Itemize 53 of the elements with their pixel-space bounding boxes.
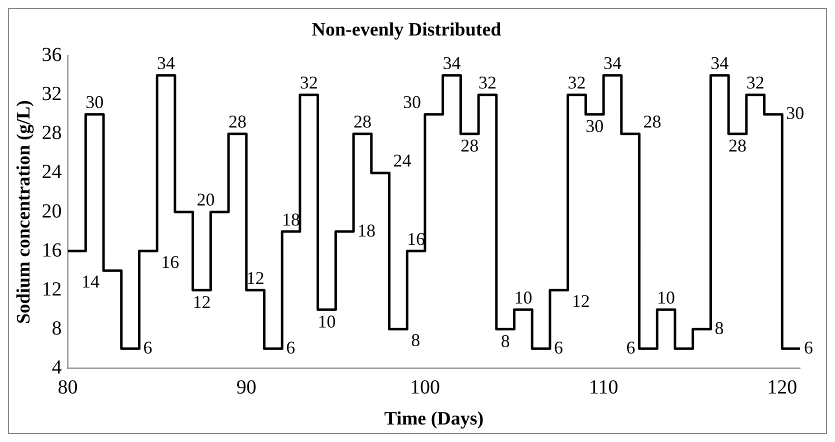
data-label: 12 [192,292,211,312]
data-label: 34 [442,53,461,74]
y-tick-label: 8 [52,317,62,340]
x-tick-label: 80 [58,376,78,398]
y-axis-title: Sodium concentration (g/L) [13,100,34,324]
data-label: 10 [514,287,532,308]
y-tick-label: 36 [42,44,62,66]
data-label: 28 [643,112,662,132]
data-label: 12 [572,290,590,311]
data-label: 30 [786,103,804,124]
y-tick-label: 12 [42,278,62,300]
data-label: 8 [411,330,420,350]
y-tick-label: 16 [42,239,62,262]
data-label: 30 [402,92,421,112]
y-tick-label: 4 [52,356,62,378]
data-label: 34 [157,53,176,74]
data-label: 6 [804,337,813,358]
y-tick-label: 20 [42,200,62,222]
data-label: 6 [286,337,296,358]
data-label: 14 [82,271,100,292]
y-tick-label: 28 [42,122,62,144]
data-label: 10 [657,287,676,308]
data-label: 32 [746,72,764,93]
data-label: 10 [318,311,336,332]
data-label: 32 [478,72,496,93]
data-label: 24 [393,150,412,171]
data-label: 32 [300,72,318,93]
data-label: 20 [196,190,215,210]
data-label: 8 [714,318,724,338]
x-tick-label: 90 [236,376,256,398]
x-tick-label: 120 [767,376,798,398]
data-label: 12 [246,268,264,288]
data-label: 6 [143,337,152,358]
chart-title: Non-evenly Distributed [312,19,502,40]
data-label: 30 [86,92,104,112]
data-label: 28 [228,112,246,132]
data-label: 6 [626,337,636,358]
data-label: 28 [460,136,479,156]
data-label: 34 [603,53,622,74]
x-tick-label: 100 [410,376,440,398]
data-label: 30 [586,116,604,136]
data-label: 16 [161,252,180,272]
data-label: 32 [568,72,586,93]
y-tick-label: 32 [42,83,62,106]
data-label: 34 [710,53,729,74]
x-axis-title: Time (Days) [384,408,484,430]
data-label: 8 [500,330,510,351]
data-label: 18 [358,220,376,240]
data-label: 28 [728,136,746,156]
y-tick-label: 24 [42,161,62,184]
data-label: 6 [554,337,563,358]
data-label: 28 [353,112,372,132]
x-tick-label: 110 [588,376,618,398]
